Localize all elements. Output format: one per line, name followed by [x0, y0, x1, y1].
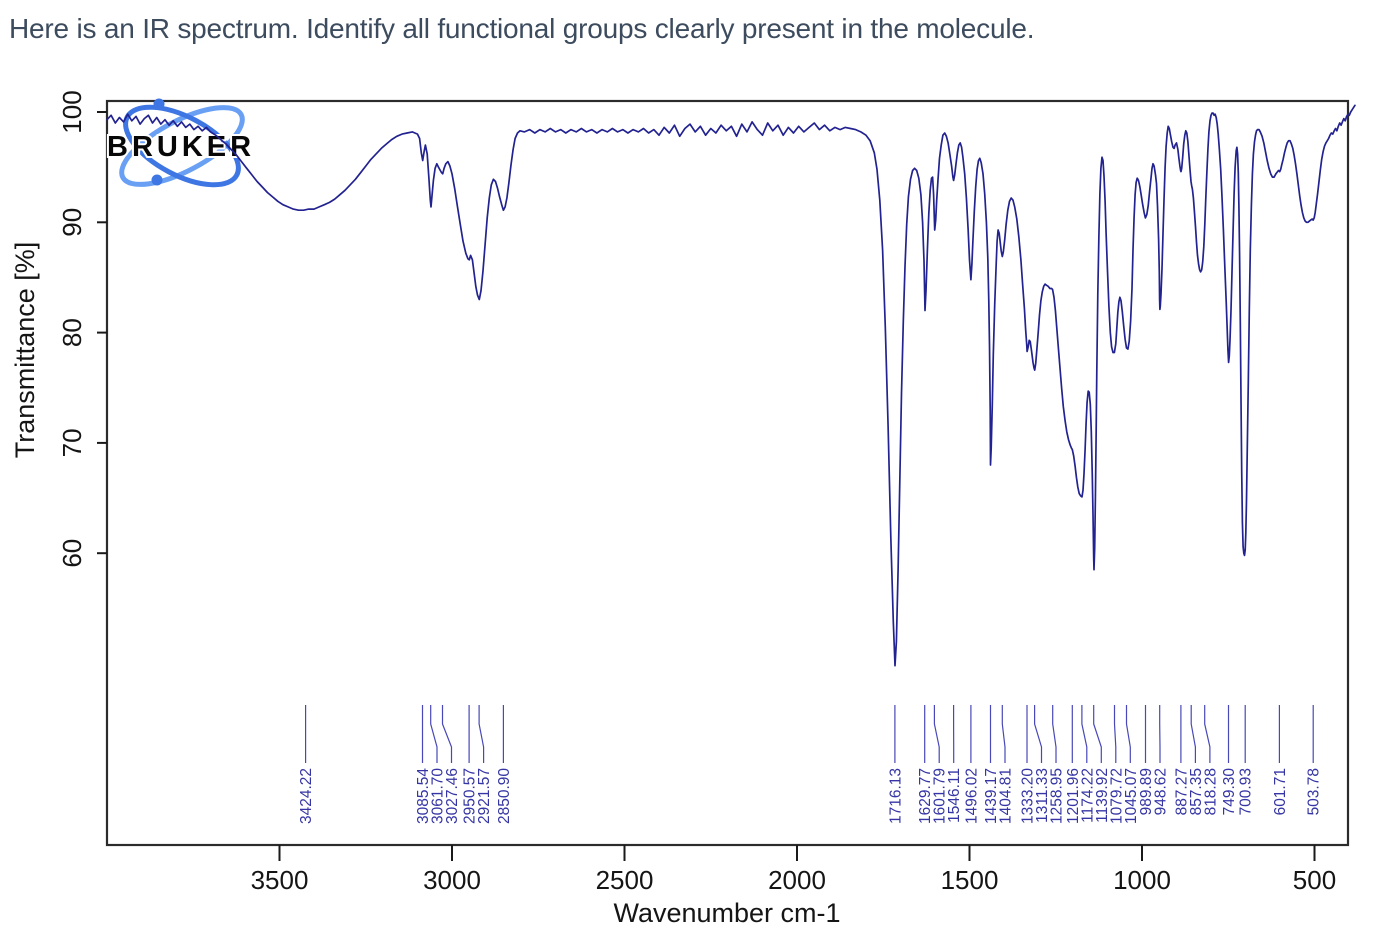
peak-label: 700.93: [1238, 768, 1255, 815]
spectrum-trace-group: [106, 104, 1356, 667]
peak-leader-line: [1204, 705, 1211, 763]
x-tick-label: 1000: [1113, 865, 1171, 895]
peak-leader-line: [1081, 705, 1088, 763]
x-tick-label: 2000: [768, 865, 826, 895]
peak-leader-line: [1001, 705, 1006, 763]
peak-label: 749.30: [1221, 768, 1238, 816]
plot-frame: [105, 99, 1350, 847]
x-tick-label: 3000: [423, 865, 481, 895]
peak-label: 1139.92: [1094, 768, 1111, 823]
y-tick-label: 60: [57, 539, 87, 568]
bruker-logo-dot-icon: [151, 174, 163, 186]
peak-leader-line: [430, 705, 438, 763]
peak-label: 2921.57: [476, 768, 493, 824]
y-axis-label: Transmittance [%]: [10, 242, 40, 459]
peak-label: 948.62: [1153, 768, 1170, 815]
peak-label: 1079.72: [1108, 768, 1125, 824]
peak-label: 3027.46: [444, 768, 461, 824]
peak-label: 1258.95: [1049, 768, 1066, 824]
bruker-logo-dot-icon: [153, 98, 165, 110]
peak-label: 1439.17: [983, 768, 1000, 824]
peak-label: 601.71: [1272, 768, 1289, 815]
spectrum-curve: [106, 104, 1356, 667]
peak-label: 503.78: [1306, 768, 1323, 815]
peak-label: 1716.13: [887, 768, 904, 824]
y-tick-label: 70: [57, 428, 87, 457]
peak-label: 1045.07: [1123, 768, 1140, 824]
peak-label: 2950.57: [462, 768, 479, 824]
peak-leader-line: [1190, 705, 1197, 763]
peak-label: 1174.22: [1079, 768, 1096, 823]
x-tick-label: 1500: [941, 865, 999, 895]
y-tick-label: 80: [57, 318, 87, 347]
peak-leader-line: [1052, 705, 1057, 763]
peak-leader-line: [1093, 705, 1102, 763]
peak-leader-line: [478, 705, 485, 763]
peak-leader-line: [1033, 705, 1043, 763]
y-tick-label: 90: [57, 208, 87, 237]
y-axis: 100 90 80 70 60: [57, 90, 107, 568]
bruker-logo: BRUKER: [105, 98, 255, 188]
peak-label: 1601.79: [932, 768, 949, 824]
peak-label: 1311.33: [1034, 768, 1051, 823]
page-title: Here is an IR spectrum. Identify all fun…: [9, 13, 1035, 44]
peak-leader-line: [1125, 705, 1131, 763]
peak-label: 1496.02: [963, 768, 980, 824]
peak-label: 1201.96: [1065, 768, 1082, 824]
peak-leader-line: [441, 705, 453, 763]
x-tick-label: 500: [1293, 865, 1336, 895]
bruker-logo-text: BRUKER: [107, 131, 255, 163]
y-tick-label: 100: [57, 90, 87, 133]
peak-label: 887.27: [1173, 768, 1190, 815]
peak-label: 1546.11: [946, 768, 963, 823]
peak-label: 857.35: [1188, 768, 1205, 815]
x-axis: 3500 3000 2500 2000 1500 1000 500: [251, 845, 1336, 895]
peak-label: 3085.54: [415, 768, 432, 824]
peak-label: 1404.81: [998, 768, 1015, 824]
peak-label: 818.28: [1202, 768, 1219, 815]
peak-label: 989.89: [1138, 768, 1155, 815]
peak-leader-line: [1113, 705, 1117, 763]
bruker-logo-icon: [123, 104, 241, 188]
x-tick-label: 2500: [596, 865, 654, 895]
x-axis-label: Wavenumber cm-1: [613, 898, 840, 928]
peak-label: 1333.20: [1020, 768, 1037, 824]
peak-leader-line: [933, 705, 940, 763]
peak-label: 2850.90: [496, 768, 513, 824]
peak-label: 1629.77: [917, 768, 934, 824]
x-tick-label: 3500: [251, 865, 309, 895]
peak-label: 3061.70: [430, 768, 447, 824]
peak-label: 3424.22: [298, 768, 315, 824]
